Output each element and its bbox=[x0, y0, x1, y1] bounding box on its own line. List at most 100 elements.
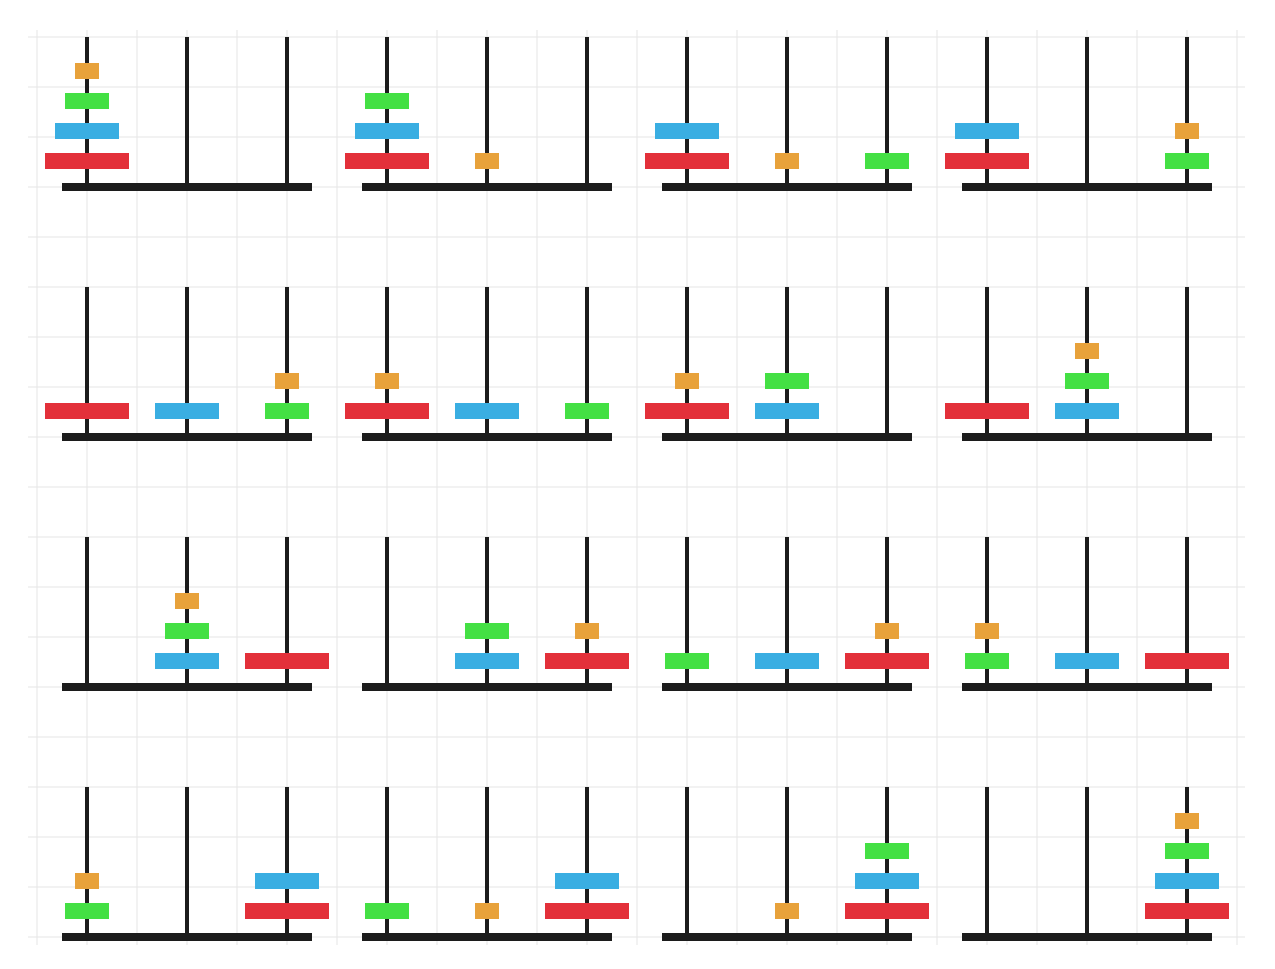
disk-small bbox=[765, 373, 809, 389]
peg-base bbox=[662, 433, 912, 441]
state-panel-5 bbox=[45, 287, 312, 441]
disk-large bbox=[455, 403, 519, 419]
state-panel-9 bbox=[62, 537, 329, 691]
disk-largest bbox=[1145, 653, 1229, 669]
state-panel-14 bbox=[362, 787, 629, 941]
peg-1 bbox=[985, 537, 989, 687]
peg-2 bbox=[485, 37, 489, 187]
disk-largest bbox=[345, 403, 429, 419]
state-panel-8 bbox=[945, 287, 1212, 441]
peg-3 bbox=[885, 37, 889, 187]
disk-smallest bbox=[775, 903, 799, 919]
disk-small bbox=[1165, 153, 1209, 169]
peg-1 bbox=[85, 287, 89, 437]
peg-1 bbox=[85, 37, 89, 187]
peg-base bbox=[62, 683, 312, 691]
disk-smallest bbox=[975, 623, 999, 639]
background-grid bbox=[28, 30, 1245, 945]
state-panel-7 bbox=[645, 287, 912, 441]
disk-large bbox=[555, 873, 619, 889]
disk-smallest bbox=[475, 903, 499, 919]
disk-small bbox=[365, 903, 409, 919]
disk-smallest bbox=[575, 623, 599, 639]
peg-3 bbox=[885, 787, 889, 937]
disk-largest bbox=[645, 153, 729, 169]
disk-small bbox=[565, 403, 609, 419]
peg-2 bbox=[785, 537, 789, 687]
peg-2 bbox=[1085, 787, 1089, 937]
disk-largest bbox=[545, 903, 629, 919]
disk-largest bbox=[1145, 903, 1229, 919]
disk-small bbox=[365, 93, 409, 109]
peg-1 bbox=[385, 37, 389, 187]
disk-large bbox=[755, 403, 819, 419]
disk-small bbox=[865, 843, 909, 859]
peg-1 bbox=[685, 287, 689, 437]
disk-largest bbox=[245, 653, 329, 669]
peg-3 bbox=[585, 537, 589, 687]
peg-1 bbox=[685, 37, 689, 187]
state-panel-15 bbox=[662, 787, 929, 941]
disk-smallest bbox=[275, 373, 299, 389]
peg-1 bbox=[385, 787, 389, 937]
disk-small bbox=[665, 653, 709, 669]
peg-1 bbox=[685, 537, 689, 687]
peg-1 bbox=[985, 287, 989, 437]
peg-2 bbox=[785, 787, 789, 937]
peg-2 bbox=[485, 537, 489, 687]
peg-base bbox=[962, 933, 1212, 941]
peg-3 bbox=[1185, 37, 1189, 187]
peg-2 bbox=[1085, 37, 1089, 187]
peg-base bbox=[362, 183, 612, 191]
peg-3 bbox=[285, 537, 289, 687]
peg-2 bbox=[185, 37, 189, 187]
state-panel-6 bbox=[345, 287, 612, 441]
peg-2 bbox=[785, 37, 789, 187]
disk-smallest bbox=[1175, 123, 1199, 139]
peg-3 bbox=[285, 787, 289, 937]
disk-largest bbox=[545, 653, 629, 669]
peg-3 bbox=[885, 537, 889, 687]
disk-smallest bbox=[175, 593, 199, 609]
state-panel-2 bbox=[345, 37, 612, 191]
peg-1 bbox=[985, 787, 989, 937]
disk-largest bbox=[245, 903, 329, 919]
state-panel-10 bbox=[362, 537, 629, 691]
disk-large bbox=[155, 653, 219, 669]
peg-base bbox=[662, 183, 912, 191]
disk-small bbox=[465, 623, 509, 639]
peg-3 bbox=[285, 37, 289, 187]
peg-base bbox=[362, 933, 612, 941]
peg-base bbox=[62, 933, 312, 941]
peg-base bbox=[962, 183, 1212, 191]
peg-3 bbox=[285, 287, 289, 437]
disk-largest bbox=[945, 403, 1029, 419]
disk-smallest bbox=[375, 373, 399, 389]
state-panel-12 bbox=[962, 537, 1229, 691]
peg-3 bbox=[1185, 787, 1189, 937]
disk-largest bbox=[845, 653, 929, 669]
disk-large bbox=[655, 123, 719, 139]
disk-large bbox=[855, 873, 919, 889]
peg-3 bbox=[885, 287, 889, 437]
disk-largest bbox=[845, 903, 929, 919]
peg-2 bbox=[785, 287, 789, 437]
disk-smallest bbox=[1075, 343, 1099, 359]
disk-largest bbox=[345, 153, 429, 169]
disk-small bbox=[165, 623, 209, 639]
disk-large bbox=[1155, 873, 1219, 889]
disk-large bbox=[755, 653, 819, 669]
disk-largest bbox=[645, 403, 729, 419]
disk-large bbox=[155, 403, 219, 419]
state-panel-3 bbox=[645, 37, 912, 191]
peg-base bbox=[362, 683, 612, 691]
peg-3 bbox=[1185, 537, 1189, 687]
peg-base bbox=[662, 933, 912, 941]
disk-smallest bbox=[875, 623, 899, 639]
state-panel-13 bbox=[62, 787, 329, 941]
disk-large bbox=[255, 873, 319, 889]
peg-2 bbox=[185, 537, 189, 687]
disk-largest bbox=[45, 403, 129, 419]
